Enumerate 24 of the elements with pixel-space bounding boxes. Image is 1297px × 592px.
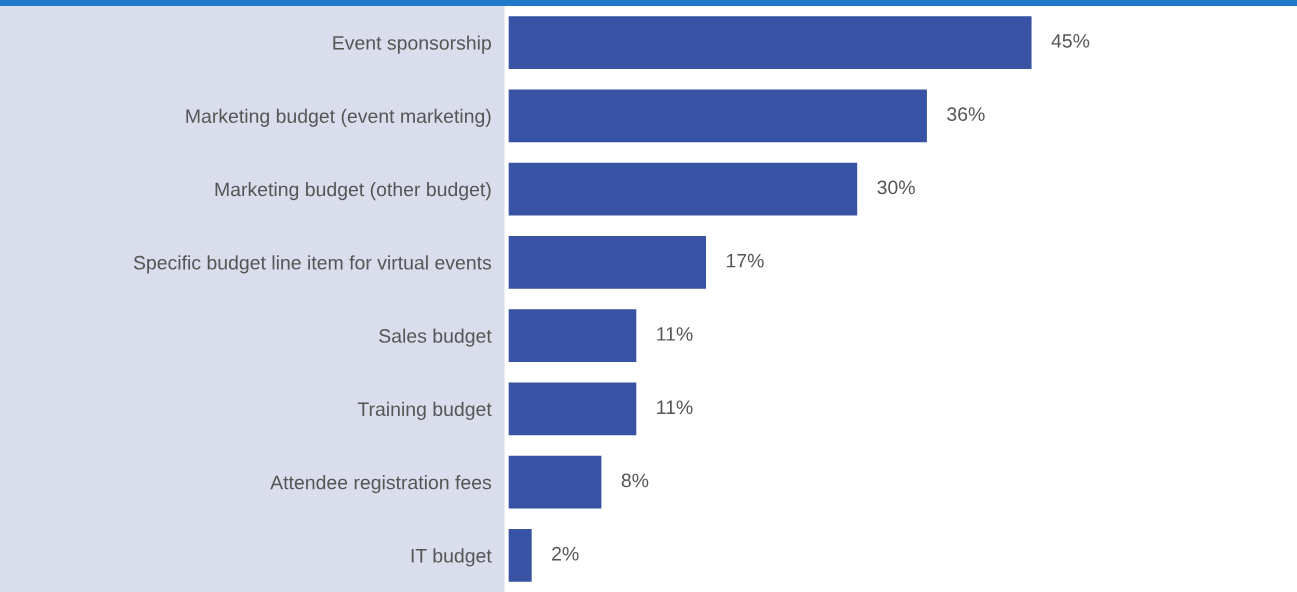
- data-label: 11%: [657, 327, 693, 341]
- bar: [508, 89, 927, 143]
- data-label: 17%: [726, 253, 764, 268]
- bar: [508, 382, 637, 436]
- y-tick-label: Training budget: [357, 401, 492, 420]
- data-label: 45%: [1051, 34, 1090, 48]
- y-tick-label: IT budget: [411, 548, 492, 567]
- data-label: 36%: [947, 107, 985, 122]
- y-tick-label: Marketing budget (event marketing): [186, 108, 491, 127]
- y-tick-label: Sales budget: [379, 328, 492, 347]
- bar: [508, 235, 707, 289]
- y-tick-label: Attendee registration fees: [270, 475, 492, 494]
- bar: [508, 16, 1032, 69]
- y-tick-label: Specific budget line item for virtual events: [133, 255, 492, 274]
- bar: [508, 529, 532, 582]
- bar: [508, 309, 637, 362]
- data-label: 8%: [621, 473, 649, 488]
- y-tick-label: Event sponsorship: [333, 35, 491, 54]
- data-label: 30%: [877, 180, 915, 195]
- bar: [508, 162, 858, 216]
- data-label: 2%: [552, 546, 579, 561]
- bar: [508, 455, 602, 509]
- data-label: 11%: [657, 400, 693, 414]
- y-tick-label: Marketing budget (other budget): [215, 182, 491, 201]
